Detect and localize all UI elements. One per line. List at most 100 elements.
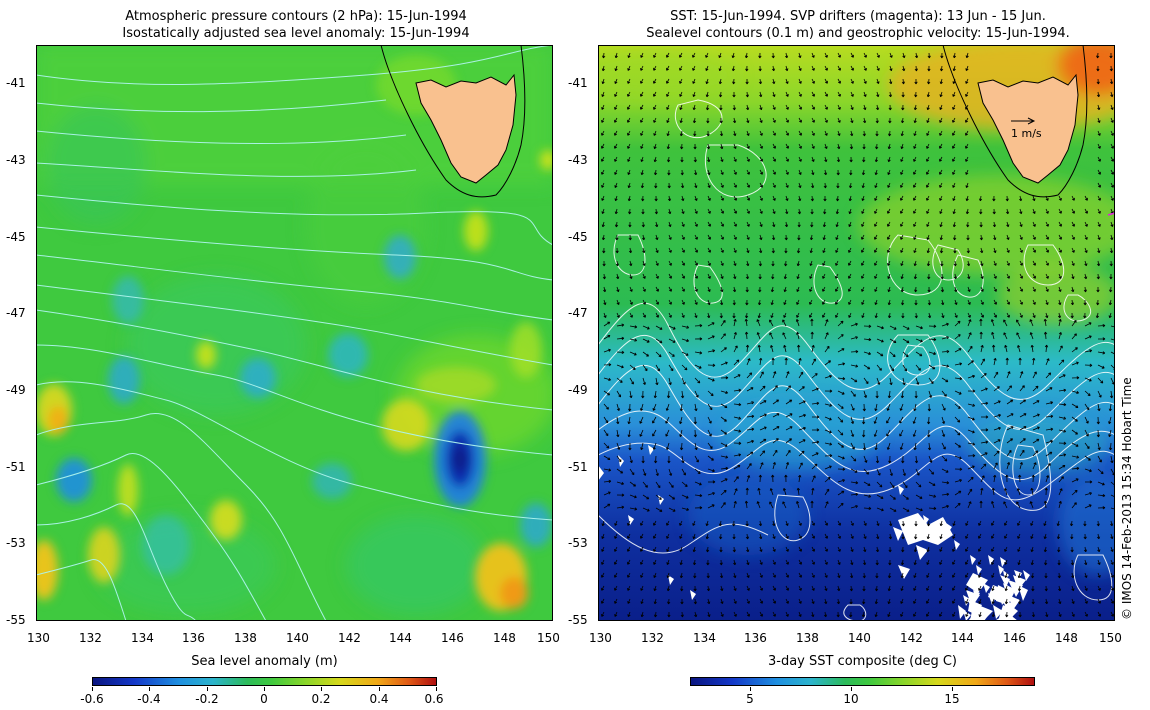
velocity-arrow — [616, 350, 625, 354]
velocity-arrow — [915, 494, 923, 499]
velocity-arrow — [980, 312, 984, 318]
velocity-arrow — [679, 78, 683, 84]
velocity-arrow — [1058, 286, 1062, 293]
velocity-arrow — [627, 182, 631, 189]
velocity-arrow — [1109, 286, 1113, 293]
velocity-arrow — [666, 65, 670, 71]
velocity-arrow — [965, 65, 969, 72]
velocity-arrow — [915, 507, 923, 512]
left-map-title: Atmospheric pressure contours (2 hPa): 1… — [36, 8, 556, 42]
velocity-arrow — [822, 260, 826, 266]
velocity-arrow — [705, 52, 709, 58]
velocity-arrow — [1018, 474, 1022, 483]
velocity-arrow — [640, 104, 644, 110]
velocity-arrow — [720, 502, 726, 509]
velocity-arrow — [680, 599, 684, 605]
velocity-arrow — [913, 169, 917, 175]
velocity-arrow — [824, 104, 828, 110]
velocity-arrow — [628, 208, 632, 215]
velocity-arrow — [757, 344, 761, 353]
velocity-arrow — [746, 546, 750, 553]
velocity-arrow — [978, 611, 982, 618]
velocity-arrow — [1005, 611, 1009, 618]
velocity-arrow — [824, 559, 828, 565]
velocity-arrow — [863, 468, 869, 475]
velocity-arrow — [783, 273, 787, 280]
velocity-arrow — [707, 429, 712, 437]
velocity-arrow — [653, 572, 657, 579]
velocity-arrow — [980, 260, 984, 267]
velocity-arrow — [1018, 357, 1022, 366]
velocity-arrow — [941, 416, 946, 424]
velocity-arrow — [629, 481, 636, 487]
velocity-arrow — [810, 318, 814, 327]
velocity-arrow — [824, 520, 828, 526]
colorbar-tick-mark — [851, 687, 852, 691]
velocity-arrow — [1031, 474, 1035, 483]
velocity-arrow — [720, 429, 727, 435]
velocity-arrow — [629, 299, 633, 305]
velocity-arrow — [615, 234, 619, 241]
velocity-arrow — [967, 476, 974, 483]
velocity-arrow — [1096, 533, 1101, 540]
velocity-arrow — [849, 169, 853, 176]
velocity-arrow — [1097, 377, 1104, 384]
velocity-arrow — [707, 390, 714, 397]
velocity-arrow — [874, 299, 878, 306]
velocity-arrow — [941, 364, 950, 368]
velocity-arrow — [1097, 182, 1101, 188]
velocity-arrow — [653, 52, 657, 58]
velocity-arrow — [746, 221, 750, 227]
velocity-arrow — [941, 468, 949, 473]
velocity-arrow — [627, 91, 631, 97]
velocity-arrow — [1097, 104, 1101, 111]
velocity-arrow — [616, 481, 624, 485]
velocity-arrow — [756, 501, 761, 509]
velocity-arrow — [758, 273, 762, 280]
velocity-arrow — [835, 286, 839, 292]
velocity-arrow — [603, 348, 611, 353]
velocity-arrow — [993, 299, 997, 305]
velocity-arrow — [640, 611, 644, 618]
lon-tick: 136 — [182, 631, 205, 645]
velocity-arrow — [705, 65, 709, 72]
velocity-arrow — [1043, 520, 1047, 527]
velocity-arrow — [601, 182, 605, 188]
velocity-arrow — [627, 104, 631, 110]
velocity-arrow — [993, 426, 1001, 431]
velocity-arrow — [993, 413, 1001, 418]
velocity-arrow — [886, 416, 891, 424]
velocity-arrow — [1004, 546, 1008, 552]
velocity-arrow — [1071, 442, 1079, 447]
lon-tick: 140 — [848, 631, 871, 645]
velocity-arrow — [1071, 416, 1078, 422]
velocity-arrow — [811, 65, 815, 71]
velocity-arrow — [837, 416, 844, 423]
velocity-arrow — [887, 286, 891, 293]
velocity-arrow — [642, 247, 646, 254]
velocity-arrow — [694, 312, 698, 319]
right-map-title: SST: 15-Jun-1994. SVP drifters (magenta)… — [598, 8, 1118, 42]
velocity-arrow — [785, 52, 789, 59]
velocity-arrow — [798, 130, 802, 136]
velocity-arrow — [666, 533, 670, 539]
velocity-arrow — [824, 533, 828, 539]
velocity-arrow — [653, 533, 657, 539]
velocity-arrow — [1045, 208, 1049, 214]
velocity-arrow — [980, 463, 987, 470]
velocity-arrow — [928, 377, 934, 384]
velocity-arrow — [1032, 438, 1040, 444]
velocity-arrow — [720, 208, 724, 214]
lon-tick: 136 — [744, 631, 767, 645]
velocity-arrow — [707, 377, 715, 382]
velocity-arrow — [900, 598, 904, 604]
velocity-arrow — [796, 487, 801, 496]
velocity-arrow — [746, 169, 750, 175]
velocity-arrow — [1003, 332, 1008, 340]
velocity-arrow — [655, 260, 659, 266]
velocity-arrow — [681, 468, 686, 476]
velocity-arrow — [874, 598, 878, 605]
velocity-arrow — [640, 91, 644, 97]
velocity-arrow — [665, 403, 670, 411]
velocity-arrow — [759, 104, 763, 111]
